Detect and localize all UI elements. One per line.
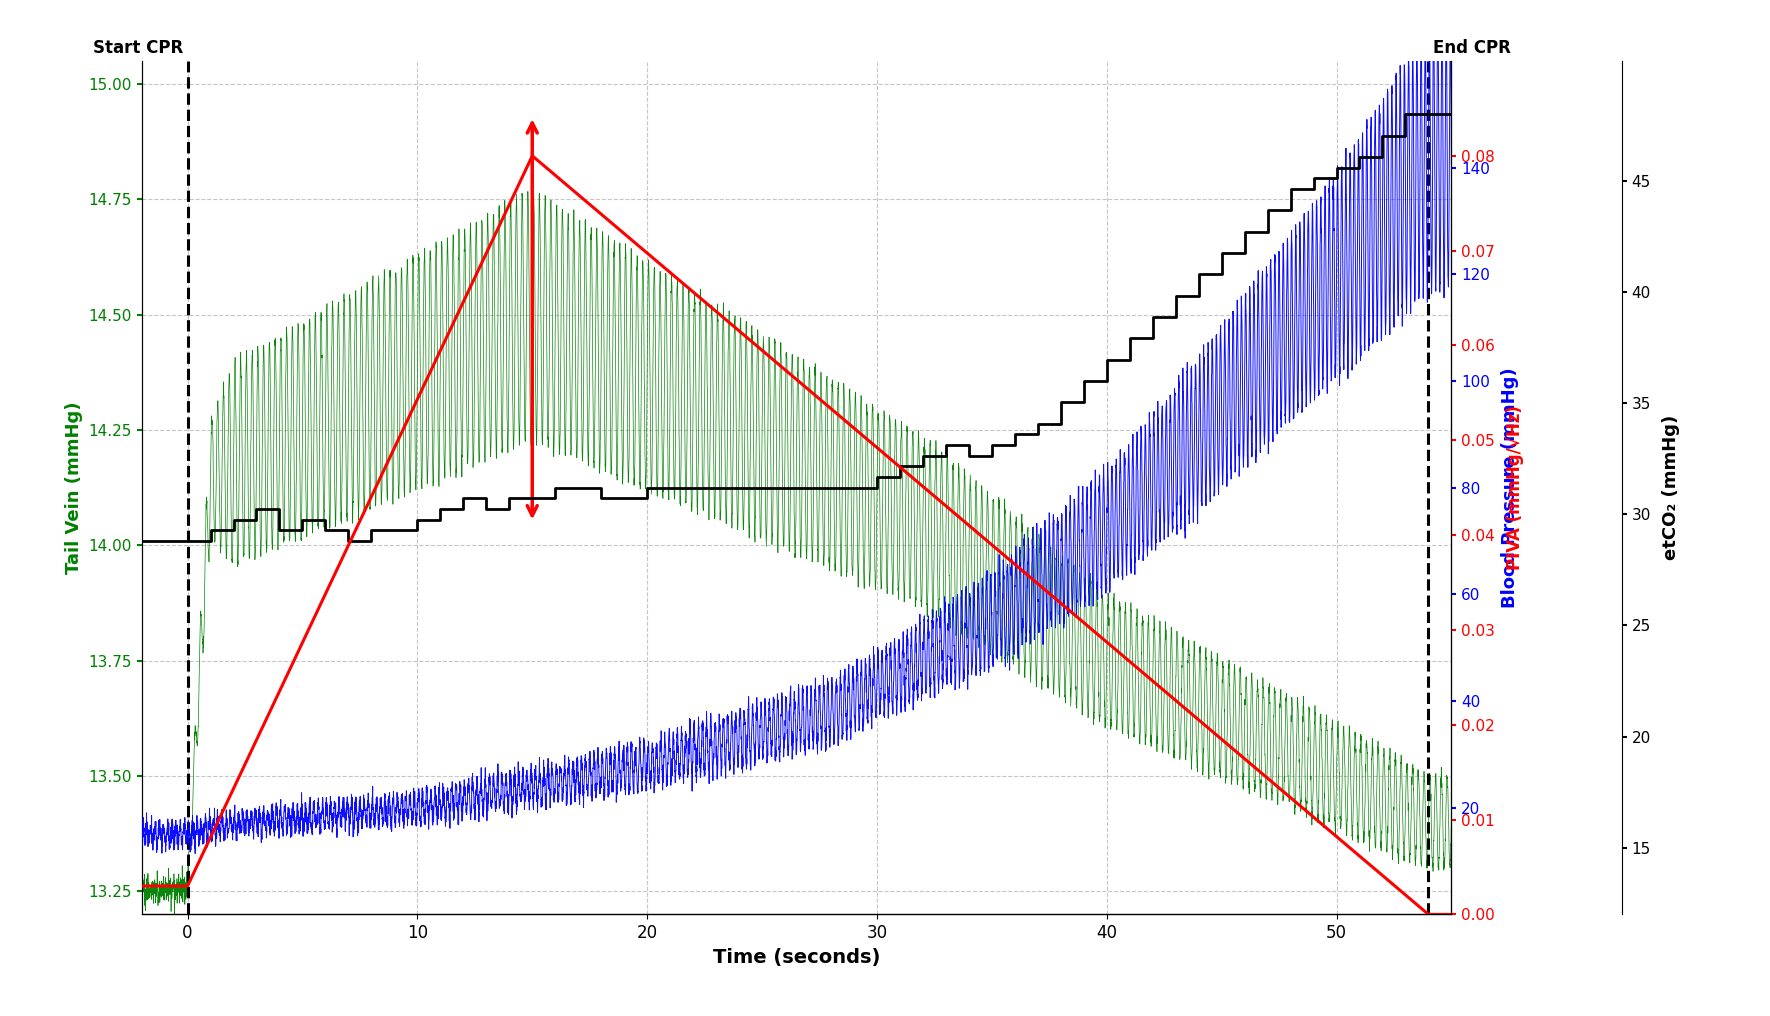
Y-axis label: PIVA (mmHg/√Hz): PIVA (mmHg/√Hz) (1506, 405, 1524, 570)
Text: End CPR: End CPR (1434, 39, 1512, 57)
Y-axis label: Blood Pressure (mmHg): Blood Pressure (mmHg) (1501, 368, 1519, 608)
X-axis label: Time (seconds): Time (seconds) (713, 948, 880, 966)
Y-axis label: Tail Vein (mmHg): Tail Vein (mmHg) (65, 401, 83, 574)
Text: Start CPR: Start CPR (92, 39, 182, 57)
Y-axis label: etCO₂ (mmHg): etCO₂ (mmHg) (1662, 416, 1680, 560)
